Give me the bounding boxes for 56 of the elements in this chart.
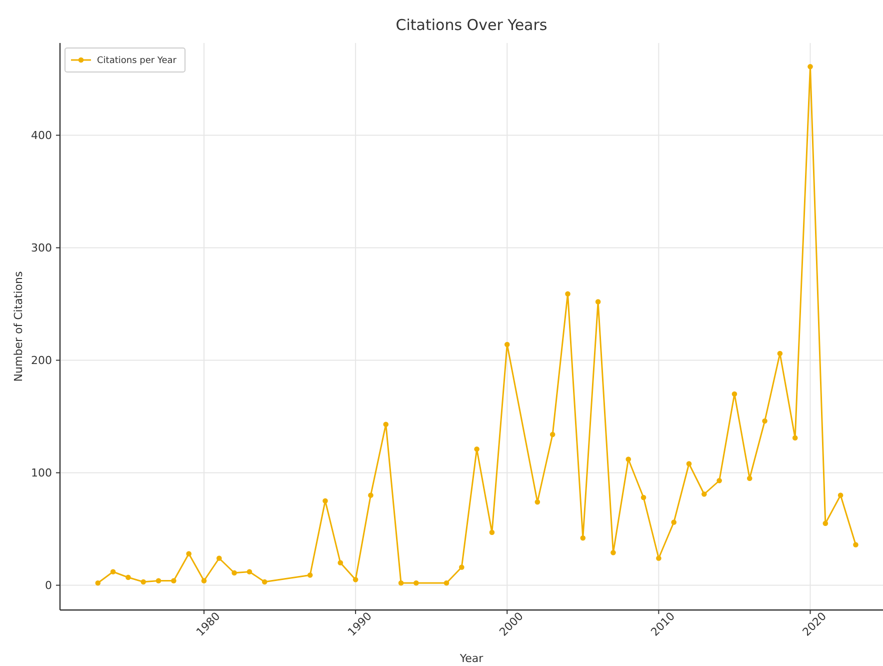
point <box>732 391 738 397</box>
point <box>352 576 358 582</box>
point <box>656 556 662 561</box>
point <box>808 64 813 70</box>
point <box>398 580 404 586</box>
point <box>156 578 162 584</box>
point <box>580 535 586 541</box>
point <box>140 579 146 585</box>
point <box>762 418 768 424</box>
point <box>444 580 450 586</box>
point <box>504 342 510 348</box>
point <box>702 491 707 497</box>
point <box>595 299 601 304</box>
point <box>307 572 313 578</box>
point <box>186 551 192 556</box>
point <box>838 492 844 498</box>
point <box>746 476 752 482</box>
point <box>716 478 722 484</box>
point <box>110 569 116 574</box>
point <box>777 350 783 356</box>
point <box>414 580 419 586</box>
point <box>201 578 207 584</box>
point <box>246 569 252 574</box>
point <box>95 580 101 586</box>
legend-label: Citations per Year <box>97 56 177 66</box>
point <box>686 461 692 466</box>
point <box>338 560 344 566</box>
y-tick-label: 0 <box>45 579 52 592</box>
chart-title: Citations Over Years <box>396 16 548 34</box>
point <box>671 520 676 525</box>
point <box>853 542 858 548</box>
point <box>550 432 556 438</box>
point <box>626 456 632 462</box>
point <box>474 446 480 452</box>
point <box>232 570 237 576</box>
point <box>792 435 798 441</box>
point <box>534 499 540 505</box>
x-axis-title: Year <box>458 652 484 665</box>
point <box>459 564 464 570</box>
point <box>262 579 268 585</box>
y-tick-label: 100 <box>31 466 52 480</box>
point <box>383 422 389 428</box>
point <box>216 556 222 561</box>
point <box>322 498 328 504</box>
point <box>489 530 495 536</box>
point <box>126 574 131 580</box>
y-axis-title: Number of Citations <box>12 271 25 382</box>
point <box>610 550 616 556</box>
point <box>822 520 828 526</box>
y-tick-label: 400 <box>31 129 52 142</box>
y-tick-label: 200 <box>31 354 52 368</box>
point <box>368 492 374 498</box>
y-tick-label: 300 <box>31 242 52 255</box>
point <box>171 578 176 584</box>
point <box>640 494 646 500</box>
point <box>565 291 570 297</box>
